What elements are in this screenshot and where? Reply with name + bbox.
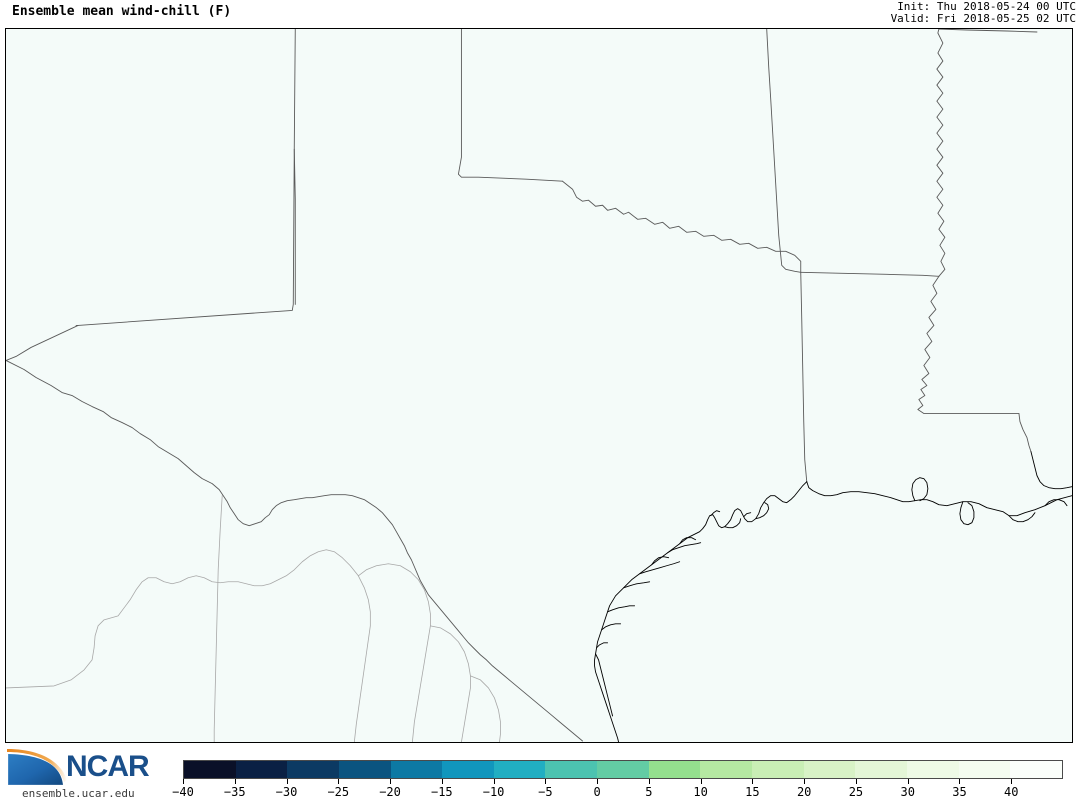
- colorbar-gradient[interactable]: [183, 760, 1063, 779]
- colorbar-tick-label: 15: [745, 785, 760, 799]
- colorbar-tick-label: −20: [379, 785, 401, 799]
- colorbar-tick-label: −10: [482, 785, 505, 799]
- colorbar-swatch: [235, 761, 288, 778]
- colorbar-ticks: −40 −35 −30 −25 −20 −15 −10 −5 0 5 10 15 20 25 30 35 40: [172, 779, 1063, 806]
- colorbar-swatch: [184, 761, 236, 778]
- valid-time-label: Valid: Fri 2018-05-25 02 UTC: [890, 12, 1076, 25]
- colorbar-tick-mark: [183, 779, 184, 784]
- colorbar-tick-mark: [286, 779, 288, 784]
- colorbar-tick-label: 30: [900, 785, 915, 799]
- ncar-sail-icon: [7, 749, 67, 786]
- ncar-logo[interactable]: NCAR ensemble.ucar.edu: [4, 748, 172, 804]
- colorbar-tick-mark: [1011, 779, 1013, 784]
- init-time-label: Init: Thu 2018-05-24 00 UTC: [897, 0, 1076, 13]
- colorbar-swatch: [958, 761, 1011, 778]
- colorbar-tick-label: −40: [172, 785, 194, 799]
- header-bar: Ensemble mean wind-chill (F) Init: Thu 2…: [0, 0, 1080, 26]
- colorbar-tick-mark: [545, 779, 547, 784]
- ncar-wordmark: NCAR: [66, 750, 150, 783]
- colorbar-tick-label: 20: [796, 785, 812, 799]
- colorbar-swatch: [442, 761, 494, 778]
- colorbar-tick-label: −15: [430, 785, 453, 799]
- colorbar-tick-mark: [700, 779, 702, 784]
- colorbar-tick-label: 35: [952, 785, 967, 799]
- map-panel[interactable]: [5, 28, 1073, 743]
- colorbar-tick-label: −30: [275, 785, 298, 799]
- colorbar-swatch: [752, 761, 804, 778]
- forecast-time-block: Init: Thu 2018-05-24 00 UTC Valid: Fri 2…: [891, 1, 1076, 25]
- colorbar-swatch: [803, 761, 856, 778]
- colorbar-tick-mark: [390, 779, 392, 784]
- colorbar-swatch: [493, 761, 546, 778]
- colorbar-tick-mark: [907, 779, 909, 784]
- coastline: [594, 451, 1072, 742]
- colorbar-tick-mark: [338, 779, 340, 784]
- colorbar-swatch: [287, 761, 339, 778]
- ncar-url-label: ensemble.ucar.edu: [22, 787, 135, 800]
- colorbar-tick-label: 40: [1004, 785, 1019, 799]
- colorbar-tick-label: 10: [693, 785, 708, 799]
- colorbar-tick-mark: [752, 779, 754, 784]
- colorbar-tick-label: −5: [538, 785, 553, 799]
- colorbar-swatch: [648, 761, 701, 778]
- colorbar-tick-mark: [597, 779, 599, 784]
- colorbar-tick-label: −35: [223, 785, 246, 799]
- footer-bar: NCAR ensemble.ucar.edu −40 −35 −30 −25 −20 −1…: [0, 744, 1080, 810]
- colorbar-swatch: [597, 761, 649, 778]
- colorbar-swatch: [855, 761, 907, 778]
- colorbar-swatch: [338, 761, 391, 778]
- colorbar-tick-mark: [804, 779, 806, 784]
- colorbar-tick-label: −25: [327, 785, 350, 799]
- colorbar-swatch: [906, 761, 959, 778]
- page-title: Ensemble mean wind-chill (F): [12, 4, 232, 19]
- colorbar[interactable]: −40 −35 −30 −25 −20 −15 −10 −5 0 5 10 15 20 25 30 35 40: [172, 760, 1063, 806]
- colorbar-tick-mark: [855, 779, 857, 784]
- colorbar-tick-mark: [493, 779, 495, 784]
- colorbar-tick-mark: [441, 779, 443, 784]
- colorbar-swatch: [390, 761, 443, 778]
- colorbar-swatch: [700, 761, 753, 778]
- colorbar-tick-mark: [959, 779, 961, 784]
- colorbar-tick-label: 5: [645, 785, 653, 799]
- colorbar-tick-mark: [648, 779, 650, 784]
- colorbar-tick-label: 0: [593, 785, 601, 799]
- colorbar-tick-mark: [234, 779, 236, 784]
- map-canvas[interactable]: [6, 29, 1072, 742]
- colorbar-swatch: [545, 761, 598, 778]
- colorbar-tick-label: 25: [848, 785, 864, 799]
- state-boundaries: [6, 29, 1038, 742]
- mexico-state-boundaries: [6, 495, 501, 742]
- colorbar-swatch: [1010, 761, 1062, 778]
